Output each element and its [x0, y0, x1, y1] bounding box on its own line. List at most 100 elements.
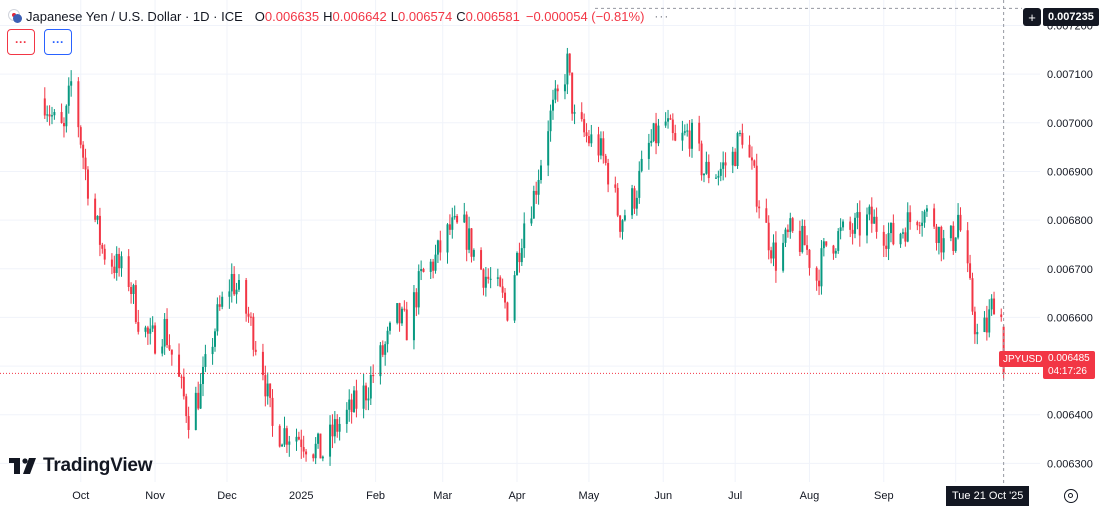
candle-body — [705, 161, 708, 174]
low-label: L — [390, 8, 398, 24]
candle-body — [70, 81, 73, 86]
candle-body — [837, 231, 840, 251]
candle-body — [901, 232, 904, 234]
candle-body — [520, 248, 523, 263]
candle-body — [245, 279, 248, 314]
candle-body — [940, 226, 943, 253]
candle-body — [331, 424, 334, 437]
candle-body — [403, 308, 406, 310]
candle-body — [98, 215, 101, 245]
candle-body — [875, 216, 878, 232]
candle-body — [750, 157, 753, 161]
candle-body — [101, 244, 104, 249]
candle-body — [372, 374, 375, 377]
add-alert-button[interactable]: + — [1023, 8, 1041, 26]
candle-body — [885, 245, 888, 249]
time-tick-label: Sep — [874, 490, 894, 502]
candle-body — [249, 316, 252, 318]
candle-body — [266, 383, 269, 397]
candle-body — [734, 151, 737, 166]
candle-body — [501, 286, 504, 293]
candle-body — [921, 222, 924, 226]
candle-body — [587, 136, 590, 144]
candle-body — [774, 242, 777, 271]
candle-body — [436, 240, 439, 255]
candle-body — [851, 229, 854, 234]
candle-body — [417, 271, 420, 308]
candle-body — [904, 232, 907, 242]
candle-body — [551, 99, 554, 111]
candle-body — [532, 190, 535, 219]
candle-body — [365, 385, 368, 401]
candle-body — [264, 375, 267, 397]
candle-body — [420, 269, 423, 272]
candle-body — [818, 280, 821, 287]
candle-body — [873, 216, 876, 224]
candle-body — [758, 206, 761, 209]
candle-body — [60, 111, 63, 124]
candle-body — [62, 123, 65, 127]
candle-body — [770, 250, 773, 259]
candle-body — [1000, 314, 1003, 317]
candle-body — [221, 296, 224, 307]
candle-body — [825, 241, 828, 246]
candle-body — [321, 456, 324, 459]
candle-body — [820, 248, 823, 287]
chart-settings-gear-icon[interactable] — [1064, 489, 1078, 503]
candle-body — [700, 143, 703, 176]
candle-body — [976, 332, 979, 335]
candle-body — [530, 218, 533, 224]
time-tick-label: Aug — [800, 490, 820, 502]
candle-body — [563, 84, 566, 92]
candle-body — [698, 122, 701, 144]
candle-body — [731, 151, 734, 166]
candle-body — [849, 221, 852, 230]
candle-body — [484, 276, 487, 288]
indicator-options-button[interactable]: ··· — [44, 29, 72, 55]
chart-grid — [0, 0, 1040, 482]
candle-body — [350, 399, 353, 412]
candle-body — [782, 242, 785, 271]
price-tick-label: 0.006800 — [1047, 215, 1093, 227]
candle-body — [539, 165, 542, 180]
candle-body — [305, 451, 308, 455]
candle-body — [650, 140, 653, 143]
candle-body — [185, 396, 188, 417]
candle-body — [182, 376, 185, 397]
candle-body — [46, 114, 49, 116]
price-axis[interactable]: 0.0063000.0064000.0065000.0066000.006700… — [1047, 20, 1093, 470]
candle-body — [738, 132, 741, 134]
candle-body — [973, 311, 976, 335]
candle-body — [686, 130, 689, 132]
candle-body — [300, 439, 303, 448]
candle-body — [669, 118, 672, 120]
time-axis[interactable]: OctNovDec2025FebMarAprMayJunJulAugSepOct — [72, 490, 964, 502]
candle-body — [571, 72, 574, 114]
candle-body — [213, 331, 216, 347]
candle-body — [789, 218, 792, 233]
symbol-title[interactable]: Japanese Yen / U.S. Dollar · 1D · ICE — [26, 8, 243, 24]
crosshair-price-label: 0.007235 — [1043, 8, 1099, 26]
candle-body — [892, 222, 895, 245]
candle-body — [966, 230, 969, 264]
candle-body — [954, 237, 957, 251]
legend-more-icon[interactable]: ··· — [654, 9, 670, 23]
crosshair-date-label: Tue 21 Oct '25 — [946, 486, 1030, 506]
candle-body — [988, 309, 991, 333]
candle-body — [918, 225, 921, 227]
tradingview-logo[interactable]: TradingView — [9, 455, 153, 477]
candle-body — [348, 399, 351, 410]
candle-body — [362, 385, 365, 409]
indicator-toggle-button[interactable]: ··· — [7, 29, 35, 55]
candle-body — [717, 175, 720, 178]
candle-body — [909, 212, 912, 223]
candle-body — [237, 279, 240, 290]
candle-body — [937, 226, 940, 243]
candle-body — [856, 212, 859, 218]
candle-body — [412, 292, 415, 341]
candle-body — [194, 392, 197, 430]
candle-body — [338, 423, 341, 432]
candle-body — [312, 454, 315, 459]
